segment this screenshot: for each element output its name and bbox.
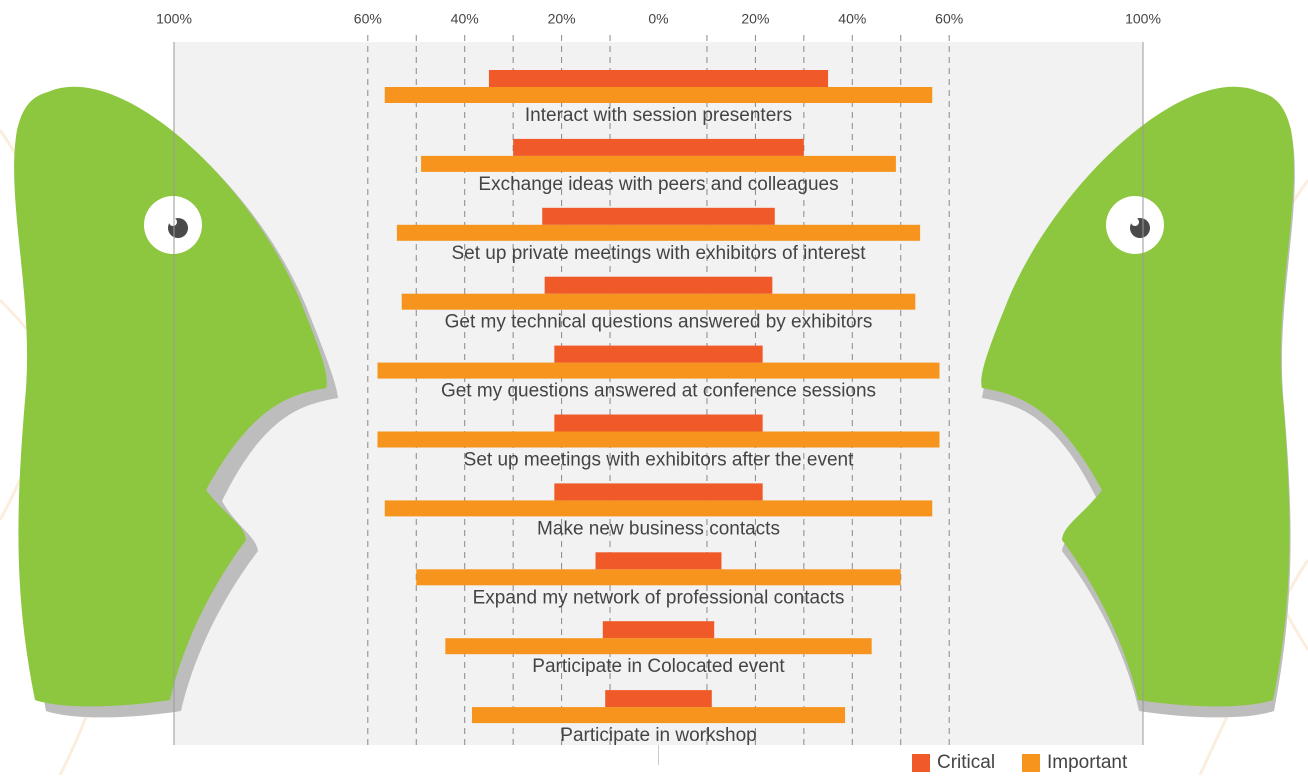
legend-label: Critical	[937, 752, 995, 773]
bar-critical	[545, 277, 773, 294]
x-tick-label: 20%	[741, 11, 769, 27]
bar-critical	[596, 552, 722, 569]
bar-important	[402, 294, 916, 310]
x-tick-label: 40%	[838, 11, 866, 27]
x-tick-label: 0%	[648, 11, 668, 27]
x-tick-label: 100%	[156, 11, 192, 27]
bar-important	[377, 363, 939, 379]
bar-important	[377, 432, 939, 448]
bar-important	[416, 569, 901, 585]
x-tick-label: 40%	[451, 11, 479, 27]
category-label: Participate in Colocated event	[532, 656, 785, 677]
category-label: Get my technical questions answered by e…	[445, 312, 873, 333]
chart: 100% 60% 40% 20% 0% 20% 40% 60% 100% Interact wit…	[0, 0, 1308, 775]
category-label: Interact with session presenters	[525, 105, 792, 126]
x-tick-label: 100%	[1125, 11, 1161, 27]
bar-critical	[605, 690, 712, 707]
bar-critical	[554, 346, 762, 363]
category-label: Set up private meetings with exhibitors …	[452, 243, 867, 264]
x-tick-label: 20%	[548, 11, 576, 27]
bar-critical	[513, 139, 804, 156]
bar-critical	[489, 70, 828, 87]
bar-important	[385, 500, 932, 516]
bar-critical	[554, 483, 762, 500]
x-tick-label: 60%	[935, 11, 963, 27]
legend-label: Important	[1047, 752, 1128, 773]
legend-swatch	[912, 754, 930, 772]
legend-swatch	[1022, 754, 1040, 772]
category-label: Set up meetings with exhibitors after th…	[464, 450, 854, 471]
category-label: Get my questions answered at conference …	[441, 381, 876, 402]
category-label: Participate in workshop	[560, 725, 756, 746]
category-label: Exchange ideas with peers and colleagues	[478, 174, 838, 195]
bar-critical	[542, 208, 775, 225]
bar-important	[421, 156, 896, 172]
category-label: Make new business contacts	[537, 518, 780, 539]
bar-important	[445, 638, 871, 654]
bar-critical	[603, 621, 714, 638]
bar-important	[397, 225, 920, 241]
bar-important	[472, 707, 845, 723]
x-tick-label: 60%	[354, 11, 382, 27]
category-label: Expand my network of professional contac…	[473, 587, 845, 608]
page: 100% 60% 40% 20% 0% 20% 40% 60% 100% Interact wit…	[0, 0, 1308, 780]
bar-critical	[554, 415, 762, 432]
bar-important	[385, 87, 932, 103]
